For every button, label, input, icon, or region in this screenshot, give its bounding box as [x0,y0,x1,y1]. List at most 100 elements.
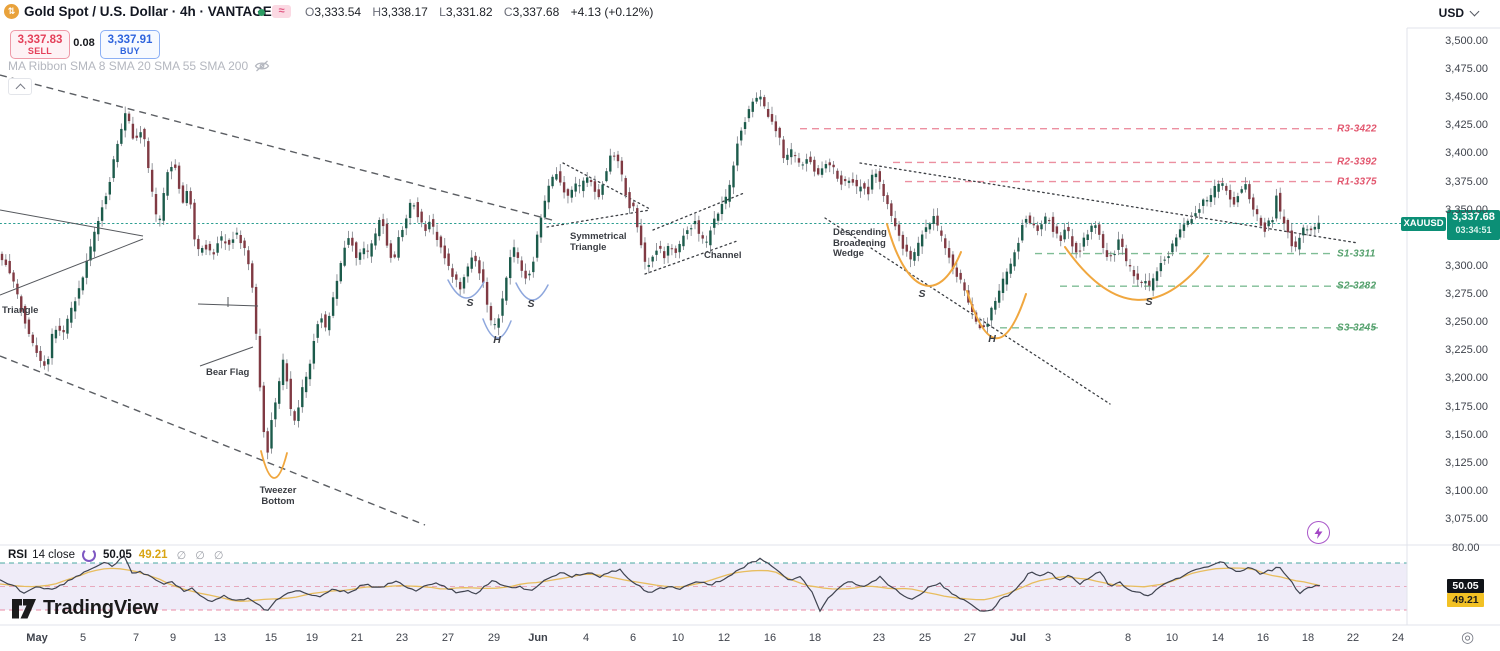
price-axis-tick[interactable]: 3,100.00 [1445,484,1488,497]
change-value: +4.13 (+0.12%) [570,5,654,19]
collapse-panel-button[interactable] [8,78,32,95]
time-axis-tick[interactable]: 7 [132,632,140,644]
ma-ribbon-legend[interactable]: MA Ribbon SMA 8 SMA 20 SMA 55 SMA 200 [8,59,270,73]
price-axis-tick[interactable]: 3,200.00 [1445,372,1488,385]
time-axis-tick[interactable]: 25 [918,632,932,644]
time-axis-tick[interactable]: 22 [1346,632,1360,644]
pattern-label: Tweezer Bottom [259,485,297,507]
price-axis-tick[interactable]: 3,150.00 [1445,428,1488,441]
time-axis-tick[interactable]: Jul [1010,632,1026,644]
level-label-r1[interactable]: R1-3375 [1337,176,1377,188]
level-label-s2[interactable]: S2-3282 [1337,280,1377,292]
rsi-legend[interactable]: RSI 14 close 50.05 49.21 ∅ ∅ ∅ [8,548,226,562]
chevron-down-icon [1469,6,1480,17]
low-label: L [439,5,446,19]
delayed-data-icon[interactable]: ≈ [272,5,291,18]
time-axis-tick[interactable]: 23 [872,632,886,644]
level-label-r3[interactable]: R3-3422 [1337,123,1377,135]
time-axis-tick[interactable]: 15 [264,632,278,644]
low-value: 3,331.82 [445,5,493,19]
lightning-bolt-icon [1314,526,1323,539]
ohlc-readout: O3,333.54 H3,338.17 L3,331.82 C3,337.68 … [305,5,653,19]
price-axis-tick[interactable]: 3,500.00 [1445,35,1488,47]
time-axis-tick[interactable]: 13 [213,632,227,644]
high-label: H [372,5,382,19]
price-axis-tick[interactable]: 3,300.00 [1445,259,1488,272]
pattern-label: Descending Broadening Wedge [833,227,887,259]
rsi-empty-values: ∅ ∅ ∅ [176,549,227,562]
rsi-title: RSI [8,549,28,561]
time-axis-tick[interactable]: 23 [395,632,409,644]
time-axis-tick[interactable]: 18 [808,632,822,644]
currency-label: USD [1438,6,1464,20]
price-axis-tick[interactable]: 3,275.00 [1445,288,1488,301]
market-open-dot-icon [258,9,265,16]
pattern-label: Bear Flag [206,367,250,378]
time-axis-tick[interactable]: 24 [1391,632,1405,644]
price-axis-tick[interactable]: 3,075.00 [1445,513,1488,525]
open-value: 3,333.54 [314,5,362,19]
bar-countdown: 03:34:51 [1455,225,1492,235]
time-axis-tick[interactable]: 21 [350,632,364,644]
time-axis-tick[interactable]: 27 [441,632,455,644]
time-axis-tick[interactable]: 9 [169,632,177,644]
time-axis-tick[interactable]: 16 [1256,632,1270,644]
head-shoulders-letter: H [988,333,996,345]
time-axis-tick[interactable]: Jun [528,632,548,644]
time-axis-tick[interactable]: 27 [963,632,977,644]
price-axis-tick[interactable]: 3,425.00 [1445,119,1488,132]
sell-button[interactable]: 3,337.83 SELL [10,30,70,59]
instant-order-lightning-button[interactable] [1307,521,1330,544]
level-label-s1[interactable]: S1-3311 [1337,248,1376,260]
time-axis-tick[interactable]: 18 [1301,632,1315,644]
open-label: O [305,5,315,19]
spread-value: 0.08 [73,37,95,49]
time-axis-tick[interactable]: 5 [79,632,87,644]
price-axis-tick[interactable]: 3,175.00 [1445,400,1488,413]
price-axis-tick[interactable]: 3,400.00 [1445,147,1488,160]
current-price: 3,337.68 [1452,211,1495,223]
level-label-s3[interactable]: S3-3245 [1337,322,1377,334]
tradingview-watermark[interactable]: TradingView [12,597,158,620]
time-axis-tick[interactable]: 14 [1211,632,1225,644]
time-axis-tick[interactable]: 29 [487,632,501,644]
buy-label: BUY [120,46,140,56]
rsi-params: 14 close [32,549,76,561]
pattern-label: Channel [704,250,742,261]
level-label-r2[interactable]: R2-3392 [1337,156,1377,168]
time-axis-tick[interactable]: 16 [763,632,777,644]
time-axis-tick[interactable]: 19 [305,632,319,644]
time-axis-tick[interactable]: 10 [671,632,685,644]
time-axis-tick[interactable]: 8 [1124,632,1132,644]
close-label: C [503,5,513,19]
current-price-badge[interactable]: 3,337.68 03:34:51 [1447,210,1500,240]
pattern-label: Triangle [2,305,39,316]
timezone-settings-icon[interactable]: ◎ [1461,629,1475,646]
rsi-value: 50.05 [103,549,132,561]
currency-dropdown[interactable]: USD [1438,6,1480,20]
price-axis-tick[interactable]: 3,225.00 [1445,344,1488,357]
gold-symbol-icon: ⇅ [4,4,19,19]
price-axis-tick[interactable]: 3,375.00 [1445,175,1488,188]
symbol-title[interactable]: Gold Spot / U.S. Dollar · 4h · VANTAGE [24,4,272,19]
price-axis-tick[interactable]: 3,250.00 [1445,316,1488,329]
eye-slash-icon[interactable] [254,60,270,72]
rsi-axis-80: 80.00 [1452,542,1480,554]
price-axis-tick[interactable]: 3,475.00 [1445,63,1488,76]
symbol-tag: XAUUSD [1401,217,1446,231]
price-axis-tick[interactable]: 3,125.00 [1445,456,1488,469]
buy-button[interactable]: 3,337.91 BUY [100,30,160,59]
time-axis-tick[interactable]: 12 [717,632,731,644]
time-axis-tick[interactable]: 6 [629,632,637,644]
time-axis-tick[interactable]: 3 [1044,632,1052,644]
time-axis-tick[interactable]: 4 [582,632,590,644]
price-axis-tick[interactable]: 3,350.00 [1445,203,1488,216]
rsi-ma-value: 49.21 [138,549,168,561]
time-axis-tick[interactable]: 10 [1165,632,1179,644]
price-axis-tick[interactable]: 3,450.00 [1445,91,1488,104]
head-shoulders-letter: S [527,298,535,310]
head-shoulders-letter: S [466,297,474,309]
time-axis-tick[interactable]: May [26,632,48,644]
